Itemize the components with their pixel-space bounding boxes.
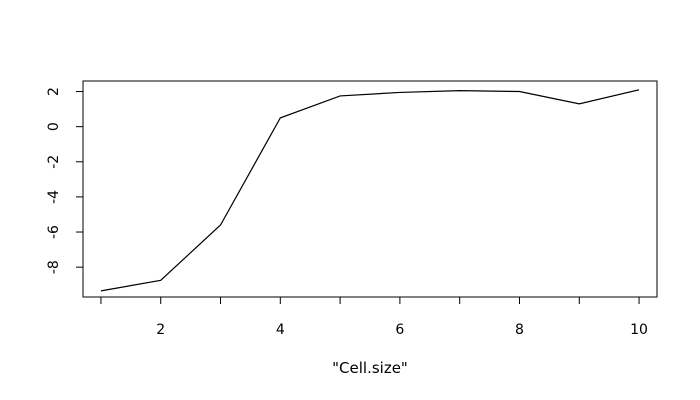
y-tick-label-2: 2 — [46, 87, 62, 96]
y-tick-label-0: 0 — [46, 122, 62, 131]
y-tick-label--6: -6 — [46, 225, 62, 239]
x-axis-label: "Cell.size" — [332, 359, 408, 377]
series-group — [100, 89, 640, 292]
y-tick-label--4: -4 — [46, 190, 62, 204]
x-tick-label-2: 2 — [156, 322, 165, 338]
x-tick-label-6: 6 — [395, 322, 404, 338]
y-tick-label--8: -8 — [46, 260, 62, 274]
y-axis: -8 -6 -4 -2 0 2 — [46, 87, 83, 274]
series-line-0 — [100, 89, 640, 292]
x-tick-label-10: 10 — [630, 322, 648, 338]
x-axis: 2 4 6 8 10 — [100, 296, 648, 338]
x-tick-label-8: 8 — [515, 322, 524, 338]
plot-frame — [82, 80, 658, 298]
x-tick-label-4: 4 — [276, 322, 285, 338]
y-tick-label--2: -2 — [46, 155, 62, 169]
